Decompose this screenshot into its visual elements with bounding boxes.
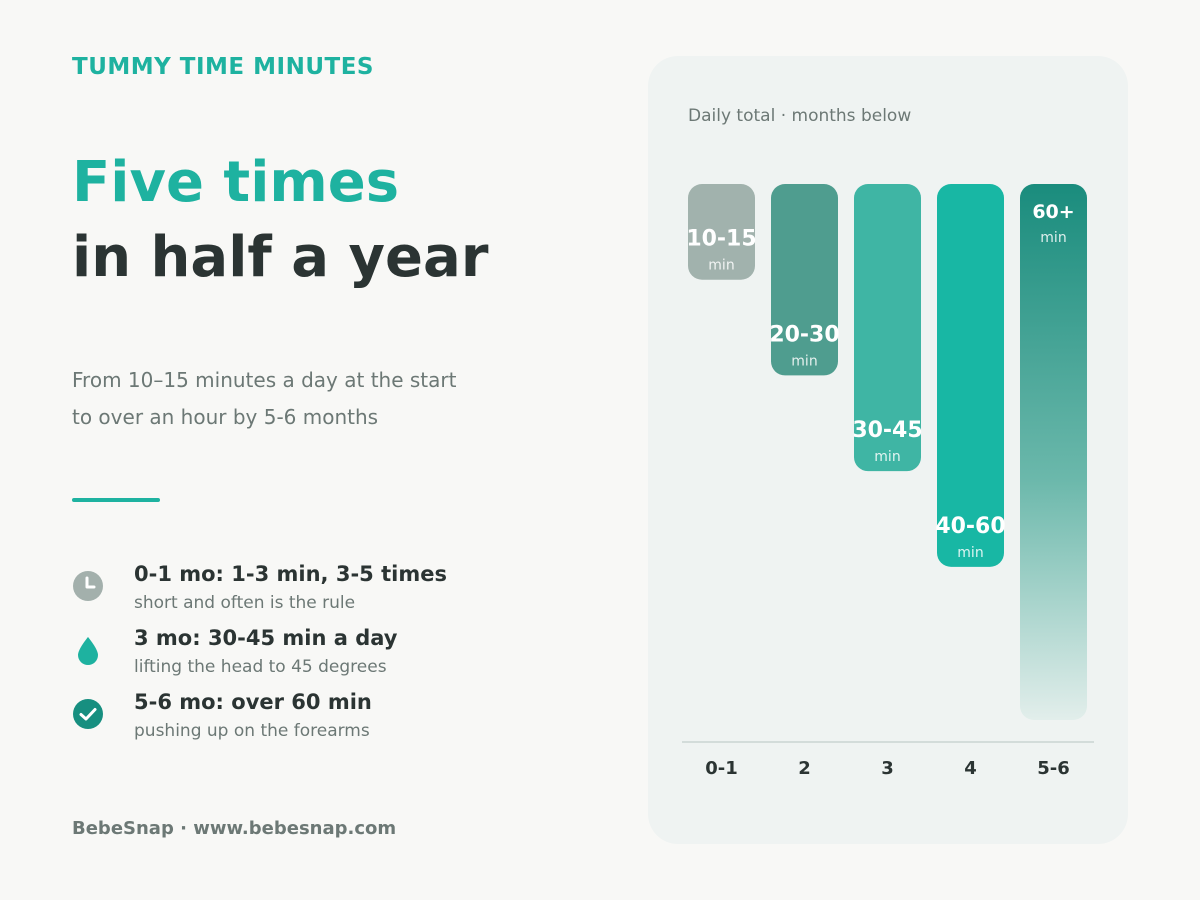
tip-item: 0-1 mo: 1-3 min, 3-5 times short and oft… <box>72 562 572 618</box>
bar-unit-label: min <box>874 449 900 465</box>
footer-brand: BebeSnap · www.bebesnap.com <box>72 818 397 839</box>
bar-chart: 10-15 min 0-1 20-30 min 2 30-45 min 3 40-60 min 4 60… <box>682 184 1094 779</box>
bar-2 <box>771 184 838 376</box>
x-tick-label: 2 <box>798 758 811 779</box>
check-circle-icon <box>72 698 104 730</box>
drop-icon <box>72 634 104 666</box>
chart-card: Daily total · months below 10-15 min 0-1 20… <box>648 56 1128 844</box>
bar-unit-label: min <box>708 258 734 274</box>
tip-description: lifting the head to 45 degrees <box>134 657 387 677</box>
bar-unit-label: min <box>957 545 983 561</box>
bar-5-6 <box>1020 184 1087 720</box>
bar-value-label: 60+ <box>1032 201 1074 223</box>
bar-value-label: 30-45 <box>852 418 922 443</box>
bar-0-1 <box>688 184 755 280</box>
bar-4 <box>937 184 1004 567</box>
bar-value-label: 40-60 <box>935 514 1005 539</box>
tip-title: 5-6 mo: over 60 min <box>134 690 372 714</box>
eyebrow-title: TUMMY TIME MINUTES <box>72 54 374 80</box>
subtext-line-1: From 10–15 minutes a day at the start <box>72 368 457 392</box>
tip-item: 5-6 mo: over 60 min pushing up on the fo… <box>72 690 572 746</box>
bar-unit-label: min <box>1040 230 1066 246</box>
x-tick-label: 0-1 <box>705 758 738 779</box>
tip-title: 0-1 mo: 1-3 min, 3-5 times <box>134 562 447 586</box>
divider <box>72 498 160 502</box>
headline-line-1: Five times <box>72 150 400 215</box>
subtext: From 10–15 minutes a day at the start to… <box>72 362 512 436</box>
tip-title: 3 mo: 30-45 min a day <box>134 626 398 650</box>
tip-description: short and often is the rule <box>134 593 356 613</box>
tip-description: pushing up on the forearms <box>134 721 370 741</box>
bar-unit-label: min <box>791 353 817 369</box>
bar-value-label: 10-15 <box>686 227 756 252</box>
chart-caption: Daily total · months below <box>688 106 912 126</box>
tip-item: 3 mo: 30-45 min a day lifting the head t… <box>72 626 572 682</box>
x-tick-label: 5-6 <box>1037 758 1070 779</box>
subtext-line-2: to over an hour by 5-6 months <box>72 405 379 429</box>
headline-line-2: in half a year <box>72 225 489 290</box>
x-tick-label: 3 <box>881 758 894 779</box>
bar-3 <box>854 184 921 472</box>
bar-value-label: 20-30 <box>769 322 839 347</box>
x-tick-label: 4 <box>964 758 977 779</box>
clock-icon <box>72 570 104 602</box>
